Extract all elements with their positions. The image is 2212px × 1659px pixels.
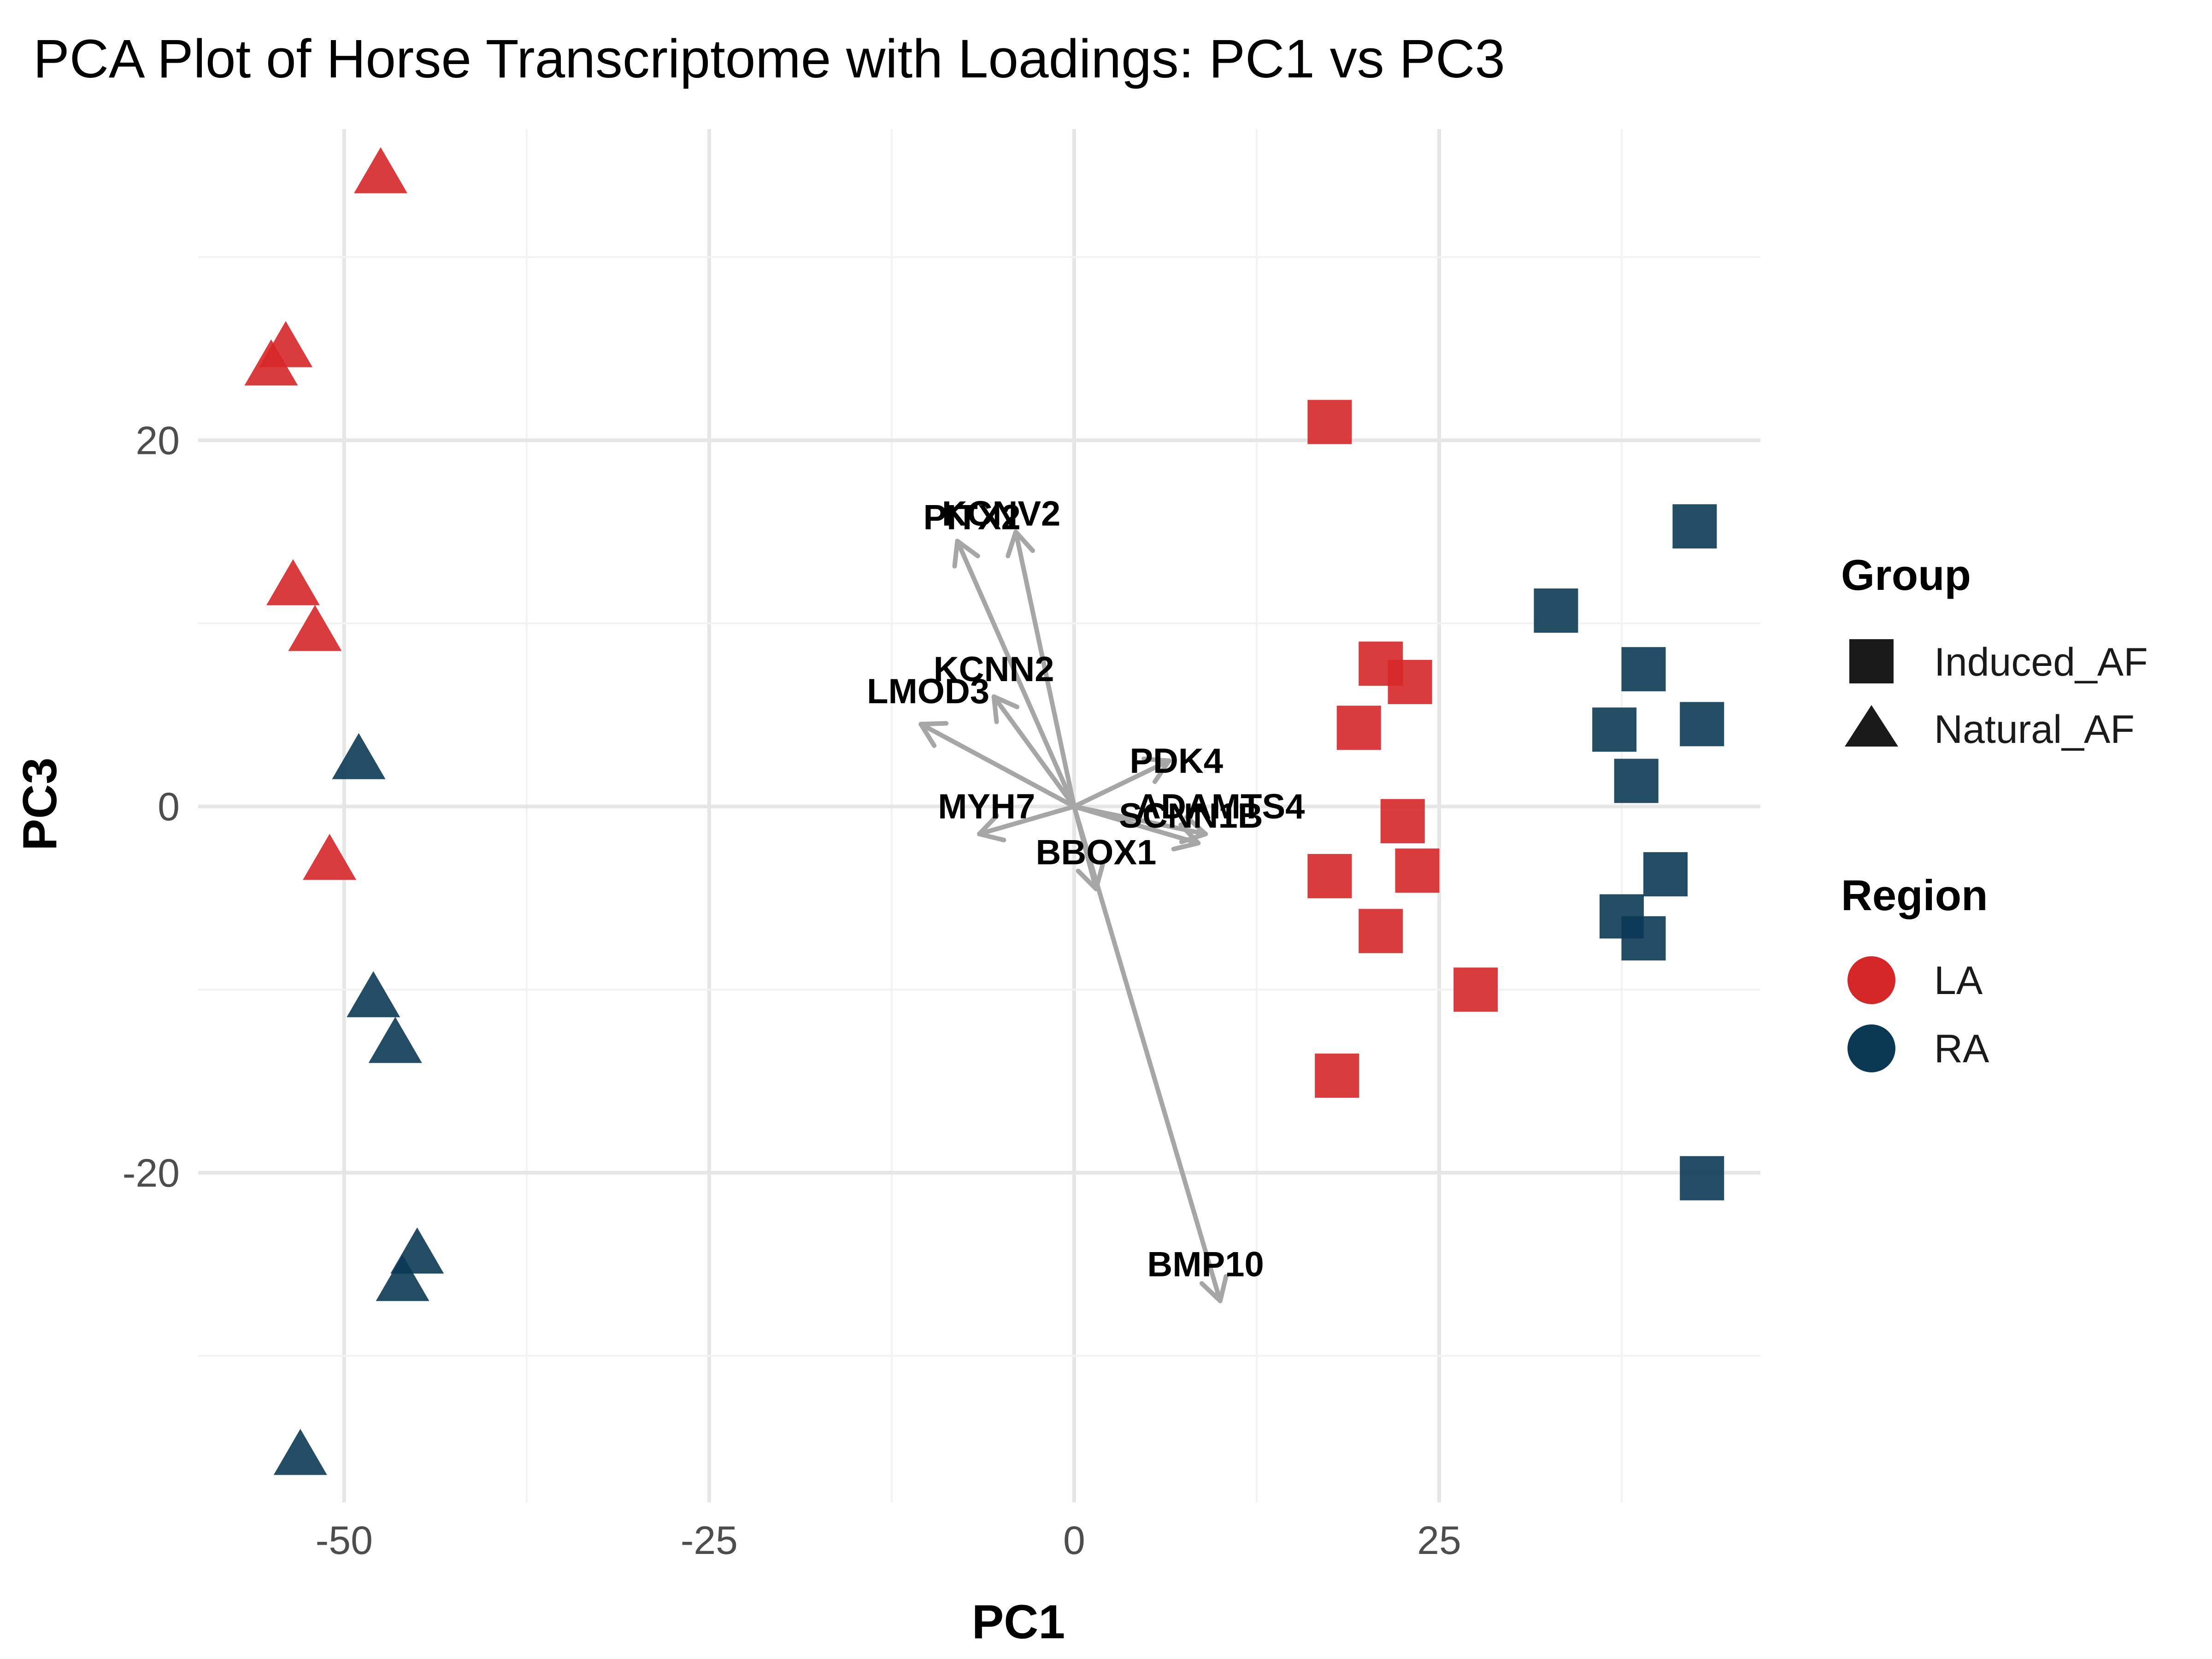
- loading-arrow-pitx2: [955, 539, 1077, 809]
- x-axis-ticks: -50 -25 0 25: [316, 1518, 1461, 1563]
- gene-label-kcnn2: KCNN2: [934, 650, 1054, 689]
- legend-group: Group Induced_AF Natural_AF: [1841, 551, 2148, 752]
- gene-label-scnn1b: SCNN1B: [1119, 796, 1263, 835]
- loading-arrowhead: [991, 694, 1019, 724]
- square-point-la: [1395, 848, 1440, 893]
- x-tick-label: -25: [681, 1518, 738, 1563]
- loading-arrow-bmp10: [1071, 804, 1223, 1303]
- gene-label-bbox1: BBOX1: [1036, 833, 1157, 872]
- gene-label-pdk4: PDK4: [1130, 741, 1223, 781]
- square-point-la: [1380, 799, 1425, 843]
- square-point-ra: [1592, 707, 1637, 752]
- gene-label-lmod3: LMOD3: [867, 672, 989, 711]
- square-point-ra: [1643, 852, 1688, 897]
- triangle-point-ra: [376, 1255, 429, 1301]
- legend-label-induced-af: Induced_AF: [1934, 640, 2148, 684]
- gene-label-adamts4: ADAMTS4: [1135, 787, 1305, 826]
- square-point-ra: [1680, 1156, 1724, 1200]
- y-tick-label: 20: [135, 418, 180, 463]
- y-axis-ticks: -20 0 20: [123, 418, 180, 1195]
- square-point-ra: [1680, 702, 1724, 747]
- loading-arrowhead: [1199, 1274, 1229, 1303]
- triangle-point-ra: [347, 971, 400, 1018]
- square-point-la: [1315, 1053, 1359, 1098]
- triangle-point-la: [354, 147, 408, 194]
- legend-region: Region LA RA: [1841, 871, 1989, 1072]
- x-axis-title: PC1: [972, 1595, 1065, 1649]
- triangle-point-ra: [368, 1017, 422, 1063]
- loading-arrow-kcnv2: [1013, 529, 1077, 809]
- legend-title-region: Region: [1841, 871, 1988, 919]
- x-tick-label: -50: [316, 1518, 373, 1563]
- loading-arrowhead: [1076, 862, 1105, 891]
- gene-label-pitx2: PITX2: [924, 498, 1021, 537]
- square-point-la: [1307, 400, 1352, 444]
- square-point-ra: [1614, 759, 1659, 803]
- legend-ra-circle-key: [1847, 1024, 1895, 1072]
- square-point-la: [1388, 659, 1432, 704]
- square-point-la: [1359, 909, 1403, 953]
- loading-vectors: [918, 529, 1229, 1303]
- loading-arrowhead: [1006, 529, 1035, 559]
- legend-la-circle-key: [1847, 956, 1895, 1004]
- loading-arrow-lmod3: [918, 722, 1077, 809]
- gene-label-kcnv2: KCNV2: [942, 494, 1061, 533]
- square-point-ra: [1672, 504, 1717, 549]
- triangle-point-ra: [332, 733, 386, 779]
- legend-label-ra: RA: [1934, 1027, 1989, 1071]
- square-point-ra: [1534, 588, 1578, 633]
- grid-lines: [198, 129, 1760, 1502]
- y-tick-label: -20: [123, 1151, 180, 1195]
- legend-square-key: [1849, 639, 1894, 683]
- y-axis-title: PC3: [13, 758, 67, 851]
- triangle-point-la: [244, 339, 298, 386]
- legend-title-group: Group: [1841, 551, 1971, 599]
- triangle-point-ra: [273, 1429, 327, 1475]
- loading-arrowhead: [1141, 756, 1171, 784]
- triangle-point-la: [266, 559, 320, 606]
- legend-label-la: LA: [1934, 959, 1983, 1003]
- loading-arrowhead: [977, 813, 1006, 842]
- chart-title: PCA Plot of Horse Transcriptome with Loa…: [33, 29, 1505, 89]
- square-point-la: [1336, 706, 1381, 750]
- gene-label-bmp10: BMP10: [1147, 1245, 1264, 1284]
- data-points: [244, 147, 1724, 1475]
- legend-triangle-key: [1845, 705, 1898, 747]
- x-tick-label: 0: [1063, 1518, 1085, 1563]
- square-point-la: [1453, 967, 1498, 1012]
- square-point-la: [1307, 854, 1352, 899]
- loading-arrowhead: [1171, 822, 1201, 852]
- loading-arrow-pdk4: [1071, 758, 1171, 809]
- triangle-point-la: [303, 834, 357, 880]
- x-tick-label: 25: [1417, 1518, 1461, 1563]
- square-point-ra: [1621, 647, 1666, 692]
- loading-arrow-kcnn2: [991, 694, 1077, 809]
- triangle-point-la: [288, 605, 342, 651]
- y-tick-label: 0: [158, 785, 180, 829]
- legend-label-natural-af: Natural_AF: [1934, 707, 2135, 752]
- square-point-ra: [1621, 916, 1666, 961]
- loading-arrow-scnn1b: [1071, 804, 1201, 846]
- loading-arrow-myh7: [977, 804, 1077, 836]
- loading-arrowhead: [952, 539, 980, 569]
- gene-label-myh7: MYH7: [938, 787, 1035, 826]
- loading-arrowhead: [918, 721, 949, 748]
